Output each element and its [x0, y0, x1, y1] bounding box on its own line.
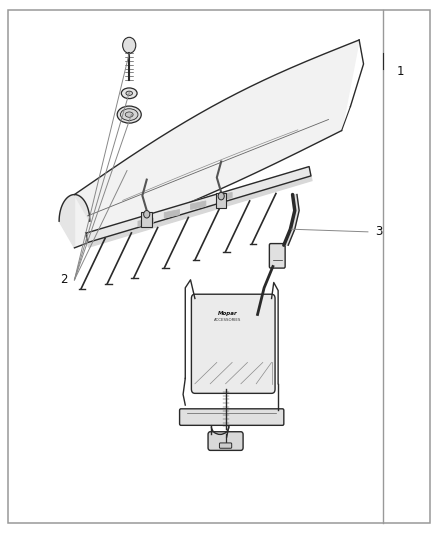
Polygon shape [88, 176, 312, 247]
Polygon shape [164, 209, 180, 218]
Text: ACCESSORIES: ACCESSORIES [214, 318, 241, 322]
Polygon shape [217, 192, 232, 201]
Circle shape [218, 192, 224, 200]
Circle shape [123, 37, 136, 53]
Ellipse shape [126, 91, 132, 95]
Polygon shape [59, 195, 90, 248]
Text: 1: 1 [397, 66, 405, 78]
FancyBboxPatch shape [208, 432, 243, 450]
Text: 3: 3 [375, 225, 382, 238]
FancyBboxPatch shape [269, 244, 285, 268]
Text: 2: 2 [60, 273, 67, 286]
FancyBboxPatch shape [191, 294, 275, 393]
Circle shape [144, 211, 150, 218]
Polygon shape [284, 195, 299, 245]
FancyBboxPatch shape [180, 409, 284, 425]
Polygon shape [138, 218, 153, 227]
Ellipse shape [121, 88, 137, 99]
Polygon shape [86, 167, 311, 243]
Ellipse shape [125, 112, 133, 117]
Ellipse shape [120, 109, 138, 120]
Polygon shape [74, 40, 359, 248]
Bar [141, 212, 152, 227]
Text: Mopar: Mopar [217, 311, 237, 316]
Polygon shape [191, 201, 206, 209]
FancyBboxPatch shape [219, 443, 232, 448]
Bar [216, 193, 226, 208]
Ellipse shape [117, 106, 141, 123]
